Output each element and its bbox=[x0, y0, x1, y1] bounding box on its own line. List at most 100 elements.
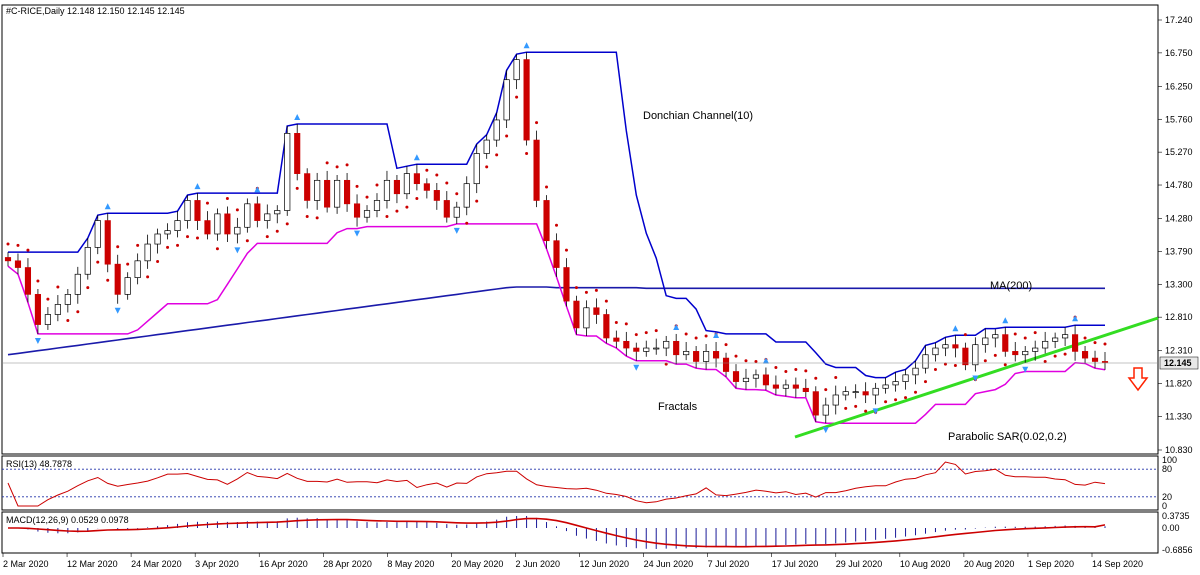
price-tick-label: 12.810 bbox=[1165, 312, 1193, 322]
psar-dot bbox=[784, 370, 788, 374]
candle bbox=[782, 379, 789, 397]
psar-dot bbox=[694, 336, 698, 340]
psar-dot bbox=[933, 368, 937, 372]
candle bbox=[34, 289, 41, 334]
psar-dot bbox=[275, 229, 279, 233]
candle bbox=[54, 295, 61, 322]
date-tick-label: 16 Apr 2020 bbox=[259, 559, 308, 569]
psar-dot bbox=[76, 310, 80, 314]
candle bbox=[324, 170, 331, 213]
psar-dot bbox=[824, 388, 828, 392]
candle bbox=[693, 346, 700, 369]
psar-dot bbox=[136, 243, 140, 247]
candle bbox=[822, 397, 829, 424]
psar-dot bbox=[325, 161, 329, 165]
candle bbox=[603, 309, 610, 344]
fractal-down-icon bbox=[34, 337, 41, 344]
date-tick-label: 8 May 2020 bbox=[387, 559, 434, 569]
price-tick-label: 15.270 bbox=[1165, 147, 1193, 157]
psar-dot bbox=[265, 235, 269, 239]
date-tick-label: 17 Jul 2020 bbox=[772, 559, 819, 569]
last-price-box bbox=[1159, 356, 1199, 370]
fractal-down-icon bbox=[234, 247, 241, 254]
candle bbox=[862, 382, 869, 404]
fractal-up-icon bbox=[1072, 315, 1079, 322]
fractal-up-icon bbox=[673, 323, 680, 330]
psar-dot bbox=[744, 359, 748, 363]
fractal-up-icon bbox=[294, 113, 301, 120]
candle bbox=[712, 341, 720, 368]
candle bbox=[443, 191, 450, 223]
psar-dot bbox=[953, 363, 957, 367]
psar-dot bbox=[1063, 352, 1067, 356]
psar-dot bbox=[555, 223, 558, 227]
psar-dot bbox=[1023, 336, 1027, 340]
down-arrow-icon bbox=[1127, 367, 1149, 392]
psar-dot bbox=[345, 163, 349, 167]
psar-dot bbox=[584, 290, 588, 294]
candle bbox=[882, 377, 889, 394]
fractal-up-icon bbox=[713, 331, 720, 338]
candle bbox=[393, 174, 401, 204]
psar-dot bbox=[814, 376, 818, 380]
psar-dot bbox=[106, 278, 110, 282]
psar-dot bbox=[943, 362, 947, 366]
candle bbox=[912, 360, 919, 385]
candle bbox=[683, 341, 690, 361]
date-tick-label: 24 Jun 2020 bbox=[644, 559, 694, 569]
candle bbox=[643, 340, 650, 357]
psar-dot bbox=[574, 286, 578, 290]
candle bbox=[174, 211, 181, 238]
candle bbox=[114, 254, 121, 304]
psar-dot bbox=[854, 404, 858, 408]
psar-dot bbox=[664, 362, 668, 366]
psar-dot bbox=[564, 248, 568, 252]
psar-dot bbox=[375, 183, 379, 187]
psar-dot bbox=[405, 205, 409, 209]
candle bbox=[613, 330, 620, 349]
candle bbox=[433, 183, 440, 210]
psar-dot bbox=[983, 359, 987, 363]
psar-dot bbox=[86, 286, 90, 290]
macd-tick-label: 0.00 bbox=[1162, 523, 1180, 533]
candle bbox=[932, 342, 939, 362]
candle bbox=[812, 386, 819, 422]
psar-dot bbox=[1003, 363, 1007, 367]
psar-dot bbox=[285, 222, 289, 226]
date-tick-label: 3 Apr 2020 bbox=[195, 559, 239, 569]
main-panel-frame bbox=[1, 4, 1159, 455]
fractals-layer bbox=[34, 42, 1079, 434]
candle bbox=[523, 52, 530, 146]
candle bbox=[513, 54, 520, 90]
psar-dot bbox=[465, 221, 469, 225]
psar-dot bbox=[644, 331, 648, 335]
fractal-up-icon bbox=[523, 42, 530, 49]
fractals-annotation: Fractals bbox=[658, 401, 698, 413]
candle bbox=[334, 174, 341, 214]
date-tick-label: 2 Mar 2020 bbox=[3, 559, 49, 569]
psar-dot bbox=[1053, 354, 1057, 358]
macd-signal-line bbox=[8, 517, 1106, 548]
candle bbox=[84, 238, 91, 280]
candle bbox=[124, 272, 131, 300]
psar-dot bbox=[385, 215, 389, 219]
candle bbox=[493, 112, 500, 147]
candle bbox=[254, 196, 261, 228]
candle bbox=[1072, 325, 1079, 361]
psar-dot bbox=[205, 201, 209, 205]
fractal-up-icon bbox=[1002, 317, 1009, 324]
candle bbox=[1042, 331, 1049, 354]
psar-dot bbox=[215, 247, 219, 251]
fractal-up-icon bbox=[413, 154, 420, 161]
candle bbox=[1091, 350, 1099, 369]
candle bbox=[264, 204, 271, 229]
donchian-upper bbox=[8, 51, 1105, 379]
fractal-down-icon bbox=[114, 307, 121, 314]
psar-dot bbox=[365, 195, 369, 199]
macd-layer: 0.3735 0.00 -0.6856 bbox=[8, 511, 1193, 555]
price-tick-label: 14.780 bbox=[1165, 180, 1193, 190]
candle bbox=[104, 213, 111, 273]
ma200-annotation: MA(200) bbox=[990, 280, 1032, 292]
psar-dot bbox=[6, 242, 10, 246]
price-tick-label: 15.760 bbox=[1165, 114, 1193, 124]
